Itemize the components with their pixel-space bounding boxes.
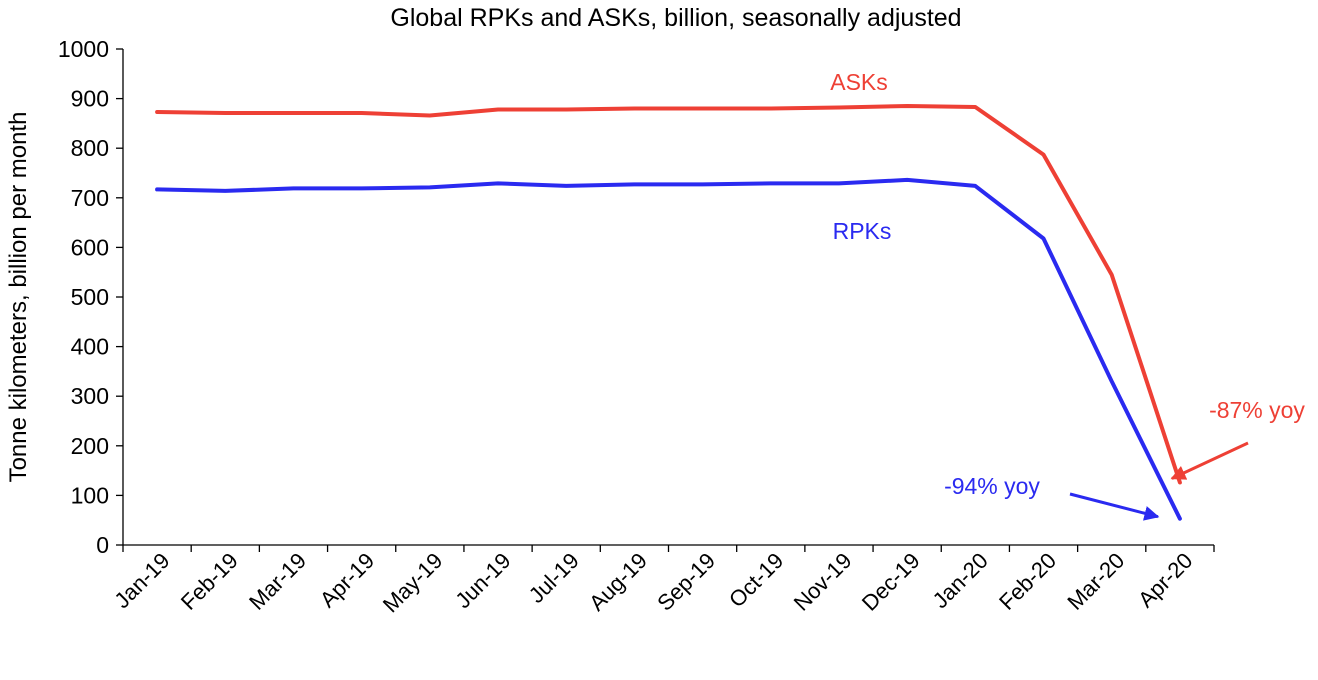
x-tick-label: Sep-19 — [652, 548, 720, 616]
x-tick-label: Mar-19 — [244, 548, 311, 615]
x-tick-label: Aug-19 — [584, 548, 652, 616]
annotation-arrow — [1069, 492, 1160, 521]
y-axis-label: Tonne kilometers, billion per month — [5, 112, 32, 483]
x-tick-label: Feb-19 — [176, 548, 243, 615]
series-label-asks: ASKs — [830, 69, 888, 95]
y-tick-label: 800 — [71, 135, 109, 161]
y-tick-label: 100 — [71, 482, 109, 508]
x-tick-label: Jan-20 — [928, 548, 993, 613]
chart-title: Global RPKs and ASKs, billion, seasonall… — [390, 4, 961, 32]
series-layer: ASKs RPKs — [155, 69, 1182, 521]
annotation-layer: -87% yoy -94% yoy — [944, 397, 1305, 521]
x-tick-label: Feb-20 — [994, 548, 1061, 615]
y-tick-label: 500 — [71, 284, 109, 310]
y-tick-label: 600 — [71, 234, 109, 260]
series-line-rpks — [155, 177, 1182, 521]
x-tick-label: Jan-19 — [109, 548, 174, 613]
series-label-rpks: RPKs — [833, 218, 892, 244]
x-tick-label: Apr-20 — [1133, 548, 1197, 612]
x-tick-label: Dec-19 — [857, 548, 925, 616]
x-tick-label: Jul-19 — [524, 548, 584, 608]
y-tick-label: 1000 — [58, 36, 109, 62]
annotation-text: -94% yoy — [944, 473, 1040, 499]
y-tick-label: 0 — [96, 532, 109, 558]
annotation-arrow — [1170, 441, 1249, 480]
x-tick-label: Apr-19 — [315, 548, 379, 612]
y-tick-label: 400 — [71, 334, 109, 360]
x-tick-label: May-19 — [378, 548, 448, 618]
x-tick-label: Nov-19 — [789, 548, 857, 616]
y-tick-label: 900 — [71, 86, 109, 112]
series-line-asks — [155, 104, 1182, 485]
y-tick-label: 200 — [71, 433, 109, 459]
x-tick-label: Oct-19 — [724, 548, 788, 612]
x-tick-label: Jun-19 — [450, 548, 515, 613]
x-tick-label: Mar-20 — [1062, 548, 1129, 615]
y-tick-label: 700 — [71, 185, 109, 211]
y-tick-label: 300 — [71, 383, 109, 409]
annotation-text: -87% yoy — [1209, 397, 1305, 423]
